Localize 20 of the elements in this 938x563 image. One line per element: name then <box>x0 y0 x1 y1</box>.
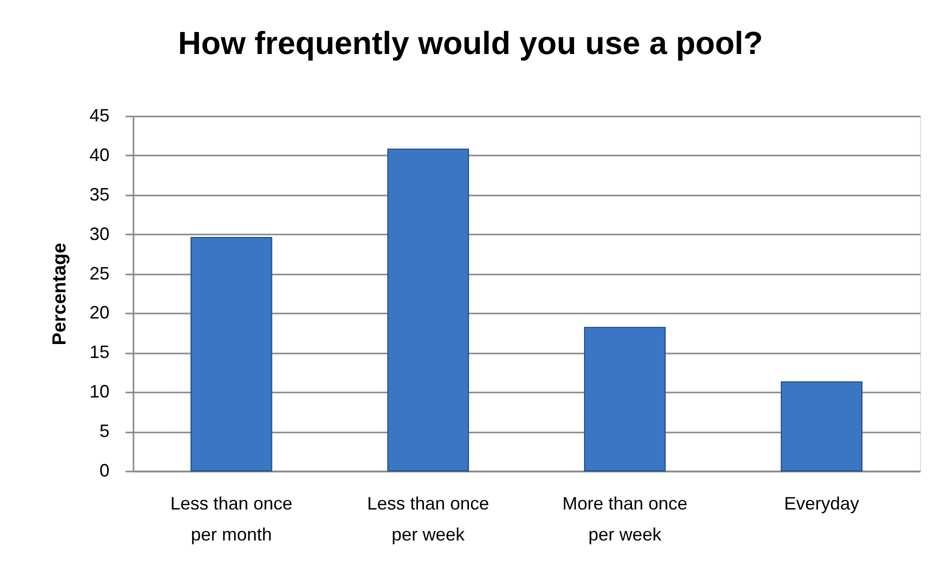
x-tick-label: Less than once per week <box>367 494 490 544</box>
y-tick-label: 35 <box>89 184 110 204</box>
y-tick-label: 0 <box>99 460 110 480</box>
y-tick-label: 25 <box>89 263 110 284</box>
y-tick-label: 5 <box>99 421 110 442</box>
x-tick-label: Less than once per month <box>170 494 292 544</box>
y-tick-label: 45 <box>89 106 110 126</box>
y-tick-label: 15 <box>89 342 110 362</box>
bar <box>780 381 862 472</box>
x-tick-label: Everyday <box>784 494 860 514</box>
bar <box>387 148 469 472</box>
y-tick-label: 10 <box>89 382 110 402</box>
y-axis-title: Percentage <box>49 242 70 346</box>
bar <box>584 326 666 472</box>
x-tick-label: More than once per week <box>562 494 688 544</box>
y-tick-label: 30 <box>89 224 110 244</box>
chart-title: How frequently would you use a pool? <box>178 25 763 61</box>
y-tick-label: 20 <box>89 302 110 323</box>
y-tick-label: 40 <box>89 144 110 165</box>
bar <box>190 236 272 472</box>
